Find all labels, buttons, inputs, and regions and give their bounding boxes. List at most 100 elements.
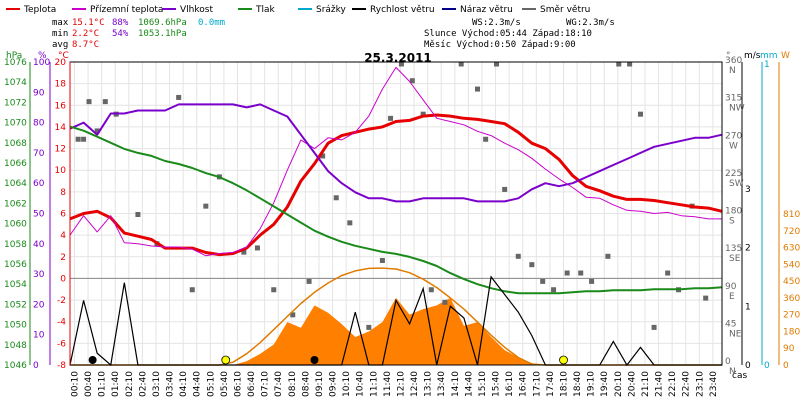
pressure-tick: 1056 xyxy=(4,260,27,270)
rain-tick: 0 xyxy=(764,361,770,371)
humidity-tick: 60 xyxy=(33,179,45,189)
x-tick: 09:40 xyxy=(329,371,339,397)
x-tick: 14:40 xyxy=(464,371,474,397)
sun-event-marker xyxy=(559,355,568,365)
x-tick: 12:10 xyxy=(396,371,406,397)
stat-min-hum: 54% xyxy=(112,29,129,39)
unit-cas: čas xyxy=(732,370,747,381)
wind-dir-point xyxy=(638,111,643,117)
wind-dir-point xyxy=(75,136,81,142)
pressure-tick: 1050 xyxy=(4,321,27,331)
x-tick: 08:40 xyxy=(301,371,311,397)
info-panel: WS:2.3m/s WG:2.3m/s Slunce Východ:05:44 … xyxy=(424,18,615,50)
stat-max-label: max xyxy=(52,18,69,28)
x-tick: 10:10 xyxy=(342,371,352,397)
x-tick: 23:10 xyxy=(695,371,705,397)
temperature-tick: 18 xyxy=(55,80,67,90)
humidity-tick: 50 xyxy=(33,210,45,220)
x-tick: 16:40 xyxy=(519,371,529,397)
pressure-tick: 1058 xyxy=(4,240,27,250)
wind-dir-tick: 0 xyxy=(725,357,731,367)
wind-dir-point xyxy=(81,136,87,142)
wind-dir-tick-label: SE xyxy=(729,254,741,264)
x-tick: 03:10 xyxy=(152,371,162,397)
legend-label-5: Rychlost větru xyxy=(370,5,435,15)
wind-dir-point xyxy=(494,61,500,67)
temperature-tick: 4 xyxy=(60,231,66,241)
x-tick: 17:10 xyxy=(532,371,542,397)
temperature-line xyxy=(69,113,723,257)
pressure-tick: 1066 xyxy=(4,159,27,169)
info-ws: WS:2.3m/s xyxy=(472,18,521,28)
legend-label-7: Směr větru xyxy=(540,5,590,15)
x-tick: 18:10 xyxy=(559,371,569,397)
x-tick: 01:10 xyxy=(98,371,108,397)
x-tick: 17:40 xyxy=(546,371,556,397)
wind-tick: 1 xyxy=(745,302,751,312)
solar-tick: 0 xyxy=(783,361,789,371)
legend-label-0: Teplota xyxy=(23,5,56,15)
stat-max-hum: 88% xyxy=(112,18,129,28)
x-tick: 14:10 xyxy=(451,371,461,397)
stat-max-temp: 15.1°C xyxy=(72,18,105,28)
axis-units: hPa % °C ° m/s mm W čas xyxy=(6,51,790,381)
humidity-tick: 70 xyxy=(33,149,45,159)
stat-avg-label: avg xyxy=(52,40,68,50)
pressure-tick: 1054 xyxy=(4,280,27,290)
wind-dir-point xyxy=(551,287,557,293)
wind-dir-point xyxy=(347,220,353,226)
wind-dir-tick: 135 xyxy=(725,244,742,254)
wind-dir-tick-label: SW xyxy=(729,179,744,189)
pressure-tick: 1076 xyxy=(4,58,27,68)
solar-tick: 90 xyxy=(783,344,795,354)
stats-panel: max 15.1°C 88% 1069.6hPa 0.0mm min 2.2°C… xyxy=(52,18,225,50)
axes: 1046104810501052105410561058106010621064… xyxy=(4,56,800,397)
wind-dir-point xyxy=(540,278,546,284)
info-moon: Měsíc Východ:0:50 Západ:9:00 xyxy=(424,40,576,50)
x-tick: 21:10 xyxy=(641,371,651,397)
rain-tick: 1 xyxy=(764,60,770,70)
x-tick: 10:40 xyxy=(356,371,366,397)
x-tick: 15:10 xyxy=(478,371,488,397)
solar-measured-area xyxy=(70,297,722,365)
wind-dir-point xyxy=(254,245,260,251)
temperature-tick: -2 xyxy=(57,296,66,306)
x-tick: 19:40 xyxy=(600,371,610,397)
wind-dir-tick-label: S xyxy=(729,217,735,227)
unit-ms: m/s xyxy=(744,51,761,61)
stat-max-rain: 0.0mm xyxy=(198,18,225,28)
x-tick: 09:10 xyxy=(315,371,325,397)
wind-dir-point xyxy=(398,61,404,67)
temperature-tick: -4 xyxy=(57,318,66,328)
pressure-tick: 1072 xyxy=(4,98,27,108)
wind-dir-point xyxy=(442,299,448,305)
wind-dir-point xyxy=(379,257,385,263)
solar-tick: 810 xyxy=(783,210,800,220)
x-tick: 11:40 xyxy=(383,371,393,397)
solar-tick: 360 xyxy=(783,294,800,304)
temperature-tick: 0 xyxy=(60,274,66,284)
wind-dir-tick: 270 xyxy=(725,131,742,141)
temperature-tick: 16 xyxy=(55,101,67,111)
wind-dir-point xyxy=(458,61,464,67)
sun-event-marker xyxy=(221,355,231,365)
temperature-tick: 10 xyxy=(55,166,67,176)
unit-deg: ° xyxy=(726,51,731,61)
stat-max-press: 1069.6hPa xyxy=(138,18,187,28)
ground_temperature-line xyxy=(69,66,722,257)
stat-avg-temp: 8.7°C xyxy=(72,40,99,50)
wind-dir-point xyxy=(333,195,339,201)
wind-dir-tick: 360 xyxy=(725,56,742,66)
unit-mm: mm xyxy=(760,51,778,61)
x-tick: 20:40 xyxy=(627,371,637,397)
wind-dir-tick-label: N xyxy=(729,367,736,377)
unit-pct: % xyxy=(38,51,47,61)
wind-dir-point xyxy=(189,287,195,293)
temperature-tick: -6 xyxy=(57,339,66,349)
temperature-tick: -8 xyxy=(57,361,66,371)
pressure-tick: 1046 xyxy=(4,361,27,371)
wind-dir-point xyxy=(420,111,426,117)
stat-min-temp: 2.2°C xyxy=(72,29,99,39)
x-tick: 04:10 xyxy=(179,371,189,397)
